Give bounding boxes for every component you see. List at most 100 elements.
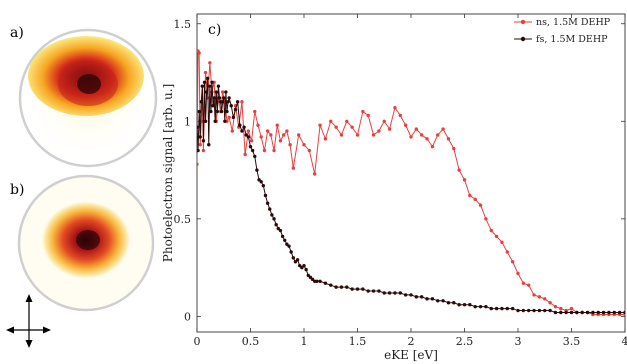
data-point-fs	[537, 308, 542, 313]
data-point-fs	[253, 154, 257, 159]
y-tick-label: 1	[184, 115, 191, 128]
data-point-ns	[269, 133, 273, 137]
data-point-ns	[462, 178, 467, 182]
data-point-fs	[250, 148, 255, 153]
data-point-ns	[278, 139, 283, 143]
data-point-fs	[575, 310, 579, 315]
data-point-fs	[425, 297, 429, 301]
velocity-map-image-b	[17, 174, 155, 312]
data-point-fs	[229, 103, 233, 108]
data-point-fs	[387, 291, 392, 295]
data-point-fs	[361, 287, 365, 291]
data-point-ns	[569, 306, 574, 311]
data-point-fs	[202, 80, 207, 84]
data-point-ns	[240, 100, 244, 104]
x-tick-label: 0	[194, 335, 201, 348]
data-point-fs	[302, 263, 306, 268]
data-point-ns	[265, 129, 270, 133]
data-point-fs	[489, 306, 493, 311]
data-point-ns	[409, 135, 413, 139]
data-point-fs	[227, 96, 231, 100]
data-point-fs	[393, 291, 397, 295]
x-tick-label: 3	[515, 335, 522, 348]
data-point-ns	[302, 143, 306, 147]
data-point-ns	[452, 146, 456, 151]
data-point-fs	[329, 283, 333, 287]
data-point-ns	[220, 90, 225, 94]
data-point-ns	[489, 228, 493, 233]
data-point-ns	[441, 127, 445, 131]
data-point-fs	[265, 201, 270, 205]
data-point-fs	[377, 289, 381, 293]
data-point-fs	[235, 100, 240, 104]
data-point-fs	[203, 119, 208, 124]
data-point-fs	[280, 234, 285, 239]
velocity-map-image-a	[18, 28, 158, 168]
data-point-ns	[339, 133, 344, 137]
data-point-ns	[355, 133, 360, 137]
data-point-fs	[334, 285, 338, 289]
data-point-ns	[484, 217, 488, 221]
data-point-fs	[197, 125, 199, 129]
data-point-ns	[230, 129, 235, 133]
data-point-fs	[289, 250, 293, 254]
data-point-ns	[430, 144, 435, 149]
data-point-fs	[261, 183, 266, 188]
data-point-fs	[291, 256, 295, 260]
data-point-fs	[206, 76, 210, 81]
data-point-fs	[211, 103, 215, 108]
data-point-fs	[601, 310, 606, 315]
y-tick-label: 0	[184, 310, 191, 323]
data-point-fs	[403, 293, 408, 297]
data-point-fs	[201, 139, 206, 143]
data-point-fs	[268, 207, 272, 211]
data-point-fs	[287, 244, 291, 248]
data-point-fs	[516, 308, 520, 313]
x-axis-ticks: 0 0.5 1 1.5 2 2.5 3 3.5 4	[194, 14, 627, 348]
data-point-fs	[350, 287, 354, 291]
data-point-fs	[468, 302, 472, 307]
y-tick-label: 0.5	[174, 213, 192, 226]
data-point-fs	[366, 289, 370, 293]
data-point-fs	[617, 310, 622, 315]
data-point-fs	[199, 100, 203, 104]
data-point-ns	[382, 119, 386, 124]
data-point-fs	[272, 217, 276, 221]
y-tick-label: 1.5	[174, 18, 192, 31]
data-point-fs	[436, 299, 440, 303]
data-point-ns	[345, 119, 349, 124]
data-point-fs	[414, 295, 419, 299]
data-point-fs	[283, 238, 287, 243]
data-point-ns	[457, 168, 461, 172]
plot-frame	[196, 13, 626, 333]
data-point-fs	[308, 275, 313, 280]
data-point-ns	[387, 127, 392, 131]
data-point-fs	[238, 123, 242, 127]
data-point-fs	[197, 109, 201, 114]
data-point-ns	[281, 133, 286, 137]
data-point-fs	[318, 279, 322, 283]
data-point-fs	[259, 180, 263, 184]
data-point-ns	[203, 70, 208, 75]
data-point-fs	[295, 258, 300, 262]
data-point-fs	[339, 285, 344, 289]
data-point-fs	[217, 96, 222, 100]
plot-area: 0 0.5 1 1.5 2 2.5 3 3.5 4 0 0.5 1 1.5 c) eKE [eV] P…	[161, 13, 627, 362]
data-point-fs	[441, 299, 445, 303]
data-point-fs	[420, 295, 424, 299]
data-point-fs	[527, 308, 531, 313]
data-point-ns	[249, 139, 254, 143]
x-tick-label: 2	[408, 335, 415, 348]
data-point-fs	[591, 310, 595, 315]
data-point-fs	[607, 310, 611, 315]
detector-ring-b	[17, 174, 155, 312]
data-point-fs	[409, 293, 413, 297]
data-point-ns	[201, 148, 206, 153]
data-point-fs	[216, 84, 221, 88]
x-tick-label: 4	[622, 335, 627, 348]
data-point-fs	[212, 96, 216, 100]
double-arrow-cross-icon	[6, 294, 51, 348]
data-point-ns	[291, 166, 295, 170]
data-point-ns	[505, 250, 509, 254]
